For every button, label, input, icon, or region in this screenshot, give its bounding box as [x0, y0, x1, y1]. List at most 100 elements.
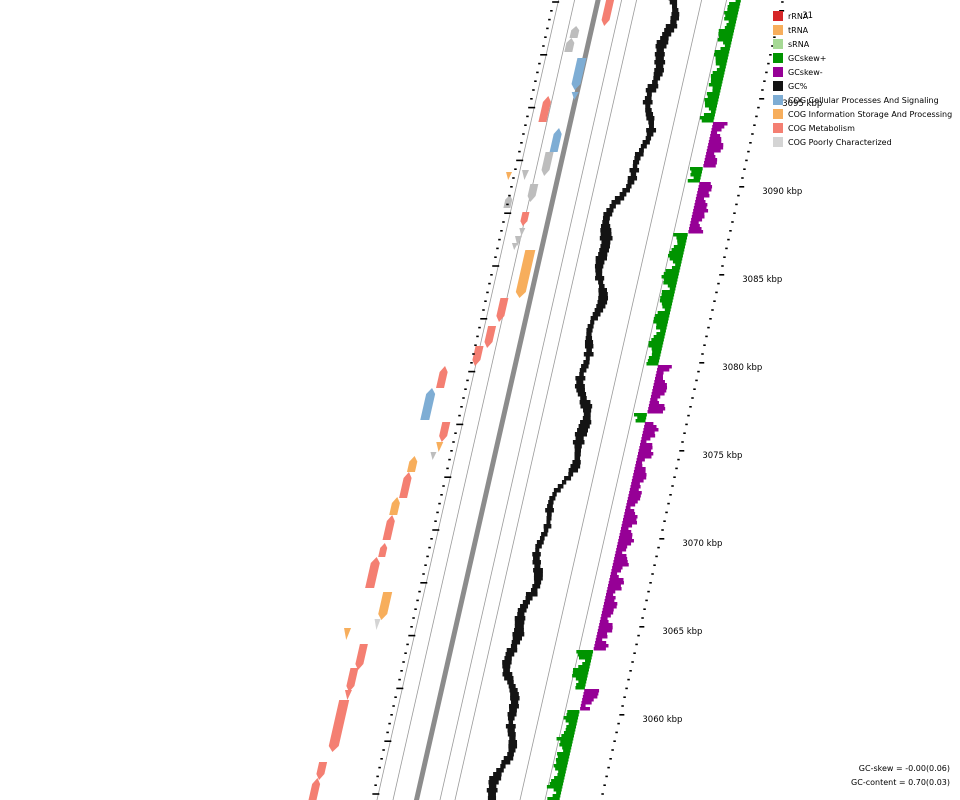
gc-skew-neg-bar [623, 518, 637, 522]
gc-skew-neg-bar [650, 395, 661, 399]
gc-skew-neg-bar [637, 455, 652, 459]
gc-content-bar [664, 28, 675, 33]
gc-skew-pos-bar [566, 713, 579, 717]
backbone-line [413, 0, 601, 800]
gc-skew-pos-bar [578, 665, 590, 669]
gc-skew-pos-bar [677, 242, 686, 246]
gc-skew-neg-bar [644, 425, 657, 429]
gc-content-bar [672, 8, 679, 13]
gc-content-bar [501, 760, 511, 765]
gc-content-bar [614, 196, 625, 201]
gc-skew-pos-bar [546, 785, 563, 789]
gc-skew-neg-bar [610, 575, 619, 579]
gc-content-bar [595, 256, 607, 261]
gc-skew-neg-bar [599, 623, 613, 627]
gc-skew-neg-bar [603, 602, 618, 606]
gc-content-bar [510, 696, 520, 701]
gc-skew-pos-bar [582, 662, 591, 666]
gc-skew-neg-bar [611, 569, 622, 573]
gc-skew-neg-bar [712, 125, 725, 129]
cog-feature [378, 543, 388, 557]
gc-skew-neg-bar [653, 383, 667, 387]
gc-skew-pos-bar [669, 251, 684, 255]
gc-skew-pos-bar [653, 317, 669, 321]
gc-skew-neg-bar [640, 443, 653, 447]
gc-content-bar [509, 708, 517, 713]
gc-content-bar [552, 492, 557, 497]
gc-skew-neg-bar [631, 482, 640, 486]
gc-skew-neg-bar [709, 137, 722, 141]
gc-content-bar [568, 468, 579, 473]
gc-skew-pos-bar [724, 11, 739, 15]
gc-content-track [486, 0, 680, 800]
gc-skew-neg-bar [620, 527, 629, 531]
gc-skew-pos-bar [557, 773, 566, 777]
gc-content-bar [578, 424, 590, 429]
gc-skew-pos-bar [648, 356, 660, 360]
gc-skew-neg-bar [621, 524, 633, 528]
gc-skew-neg-bar [629, 491, 642, 495]
legend-item: COG Poorly Characterized [773, 135, 952, 149]
gc-skew-neg-bar [580, 707, 590, 711]
gc-skew-pos-bar [710, 74, 724, 78]
gc-skew-pos-bar [719, 65, 726, 69]
gc-skew-neg-bar [710, 131, 718, 135]
gc-skew-pos-bar [714, 50, 730, 54]
gc-content-bar [585, 336, 593, 341]
gc-skew-neg-bar [637, 452, 654, 456]
legend-swatch [773, 53, 783, 63]
gc-content-bar [603, 212, 613, 217]
gc-skew-neg-bar [711, 128, 722, 132]
gc-skew-neg-bar [597, 629, 613, 633]
gc-skew-neg-bar [615, 551, 623, 555]
gc-content-bar [671, 12, 680, 17]
gc-content-bar [489, 776, 502, 781]
cog-feature [511, 243, 518, 250]
gc-skew-neg-bar [703, 164, 716, 168]
gc-content-bar [514, 616, 526, 621]
gc-skew-neg-bar [689, 224, 700, 228]
gc-skew-neg-bar [614, 554, 627, 558]
gc-content-bar [598, 292, 608, 297]
cog-feature [527, 184, 539, 202]
legend-swatch [773, 109, 783, 119]
gc-content-bar [507, 732, 516, 737]
legend-label: tRNA [788, 25, 809, 35]
gc-skew-neg-bar [612, 563, 629, 567]
scale-ticks [601, 1, 785, 795]
cog-feature [549, 128, 562, 152]
gc-content-bar [502, 664, 511, 669]
gc-skew-pos-bar [558, 770, 566, 774]
gc-content-bar [611, 200, 621, 205]
gc-content-bar [590, 316, 598, 321]
gc-skew-pos-bar [585, 659, 592, 663]
gc-skew-neg-bar [699, 182, 711, 186]
gc-skew-neg-bar [648, 407, 666, 411]
gc-skew-stat: GC-skew = -0.00(0.06) [858, 764, 950, 773]
cog-feature [378, 592, 393, 620]
gc-skew-neg-bar [712, 122, 728, 126]
gc-skew-pos-bar [712, 89, 721, 93]
gc-content-bar [619, 192, 627, 197]
gc-skew-neg-bar [648, 404, 665, 408]
gc-skew-pos-bar [708, 107, 717, 111]
gc-content-bar [653, 76, 661, 81]
gc-skew-neg-bar [704, 158, 718, 162]
gc-content-bar [568, 472, 574, 477]
legend-item: GCskew+ [773, 51, 952, 65]
gc-content-bar [504, 656, 512, 661]
gc-content-bar [507, 752, 514, 757]
gc-content-bar [590, 320, 595, 325]
legend-label: GC% [788, 81, 808, 91]
gc-skew-neg-bar [705, 155, 716, 159]
gc-skew-pos-bar [687, 179, 700, 183]
gc-content-bar [638, 148, 644, 153]
scale-label: 3065 kbp [662, 627, 702, 637]
gc-skew-pos-bar [656, 323, 668, 327]
gc-skew-neg-bar [656, 371, 664, 375]
gc-skew-neg-bar [608, 584, 621, 588]
gc-skew-neg-bar [627, 497, 641, 501]
gc-skew-pos-bar [676, 236, 688, 240]
gc-skew-pos-bar [653, 335, 665, 339]
gc-content-bar [599, 236, 613, 241]
